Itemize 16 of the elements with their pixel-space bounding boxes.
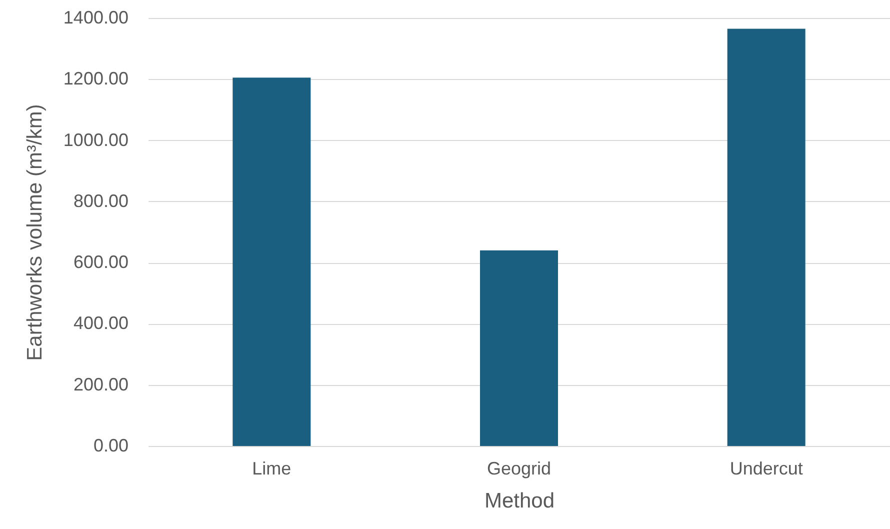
y-tick-label: 600.00 — [73, 252, 128, 272]
x-tick-label: Lime — [252, 458, 292, 478]
y-axis-title: Earthworks volume (m³/km) — [23, 104, 46, 361]
y-tick-label: 800.00 — [73, 190, 128, 211]
y-tick-label: 200.00 — [73, 374, 128, 394]
bar — [480, 250, 558, 446]
bar — [727, 28, 806, 446]
y-tick-label: 1400.00 — [63, 8, 128, 28]
y-tick-label: 1000.00 — [63, 130, 128, 150]
x-tick-label: Undercut — [730, 458, 803, 478]
y-tick-label: 0.00 — [93, 436, 128, 456]
x-tick-label: Geogrid — [486, 458, 552, 478]
y-tick-label: 400.00 — [73, 313, 128, 334]
bar — [232, 78, 311, 446]
y-tick-label: 1200.00 — [63, 68, 128, 89]
x-axis-title: Method — [484, 490, 555, 512]
